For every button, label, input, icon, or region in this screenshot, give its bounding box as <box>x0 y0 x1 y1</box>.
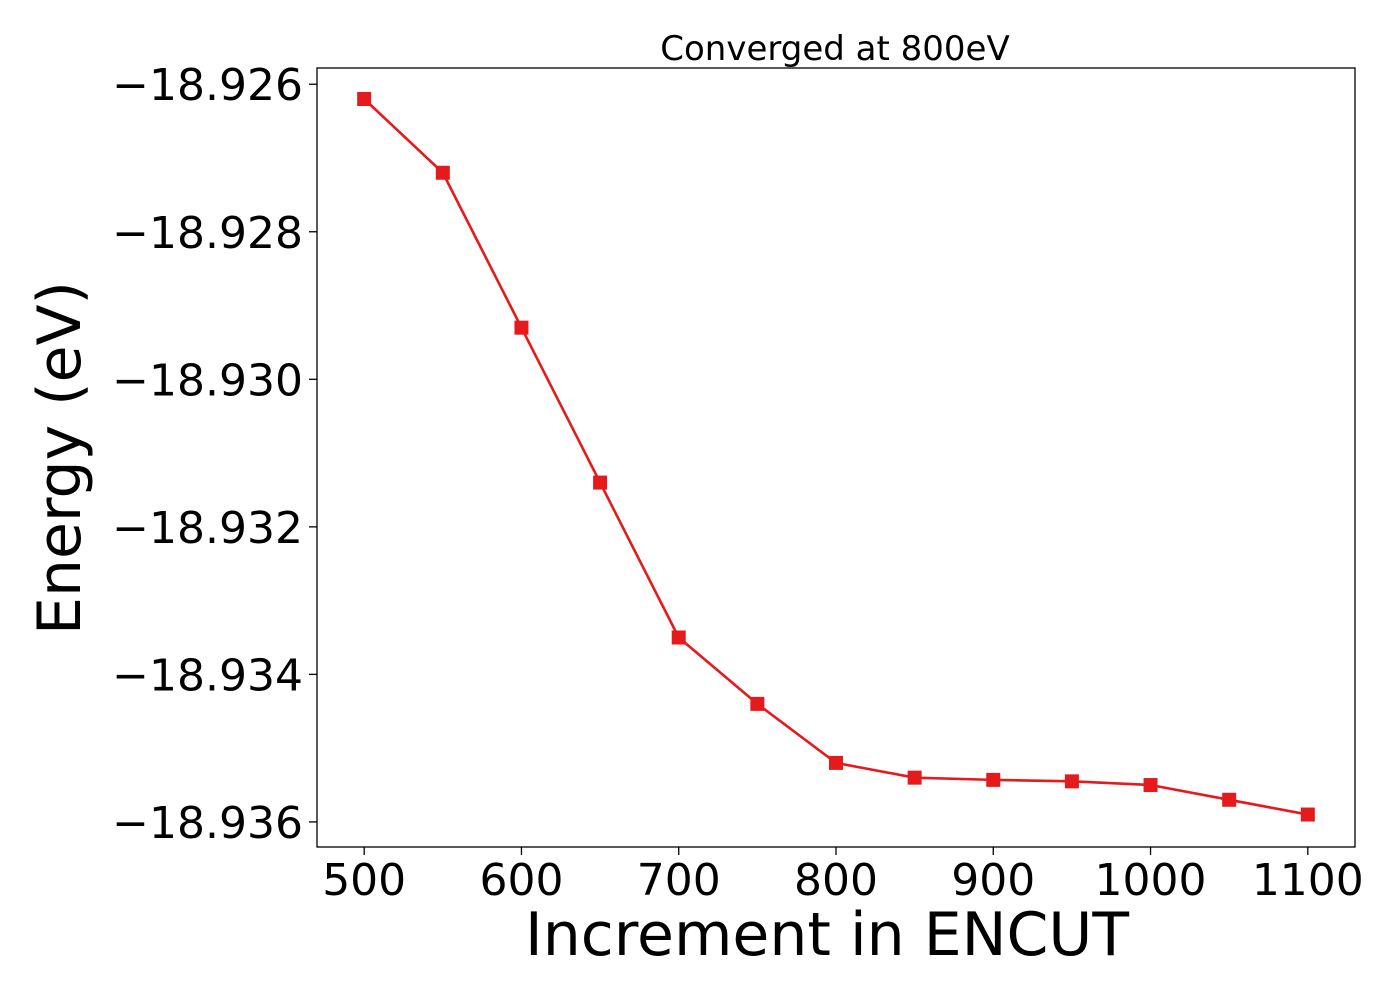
x-tick-label: 1000 <box>1095 855 1207 906</box>
x-tick-label: 1100 <box>1252 855 1364 906</box>
x-tick-label: 500 <box>322 855 406 906</box>
x-axis-label: Increment in ENCUT <box>525 900 1129 970</box>
data-point-marker <box>1143 778 1158 793</box>
y-axis-label: Energy (eV) <box>25 281 95 635</box>
x-tick-label: 800 <box>794 855 878 906</box>
x-tick-label: 600 <box>479 855 563 906</box>
y-tick-label: −18.936 <box>112 798 303 849</box>
data-point-marker <box>1222 792 1237 807</box>
data-point-marker <box>1300 807 1315 822</box>
data-point-marker <box>514 320 529 335</box>
y-tick-label: −18.926 <box>112 60 303 111</box>
plot-frame <box>316 67 1356 848</box>
x-tick-label: 700 <box>637 855 721 906</box>
x-tick-label: 900 <box>951 855 1035 906</box>
data-point-marker <box>593 475 608 490</box>
data-point-marker <box>357 91 372 106</box>
data-point-marker <box>986 772 1001 787</box>
y-tick-label: −18.934 <box>112 650 303 701</box>
plot-area: 500 600 700 800 900 1000 1100 −18.926 −18.928 −18… <box>112 60 1364 906</box>
data-point-marker <box>1064 774 1079 789</box>
series-line <box>363 98 1309 816</box>
data-point-marker <box>671 630 686 645</box>
data-point-marker <box>435 165 450 180</box>
y-tick-label: −18.932 <box>112 503 303 554</box>
chart-title: Converged at 800eV <box>660 29 1009 69</box>
data-point-marker <box>907 770 922 785</box>
data-point-marker <box>750 696 765 711</box>
y-tick-label: −18.928 <box>112 208 303 259</box>
data-point-marker <box>829 755 843 770</box>
y-tick-label: −18.930 <box>112 355 303 406</box>
